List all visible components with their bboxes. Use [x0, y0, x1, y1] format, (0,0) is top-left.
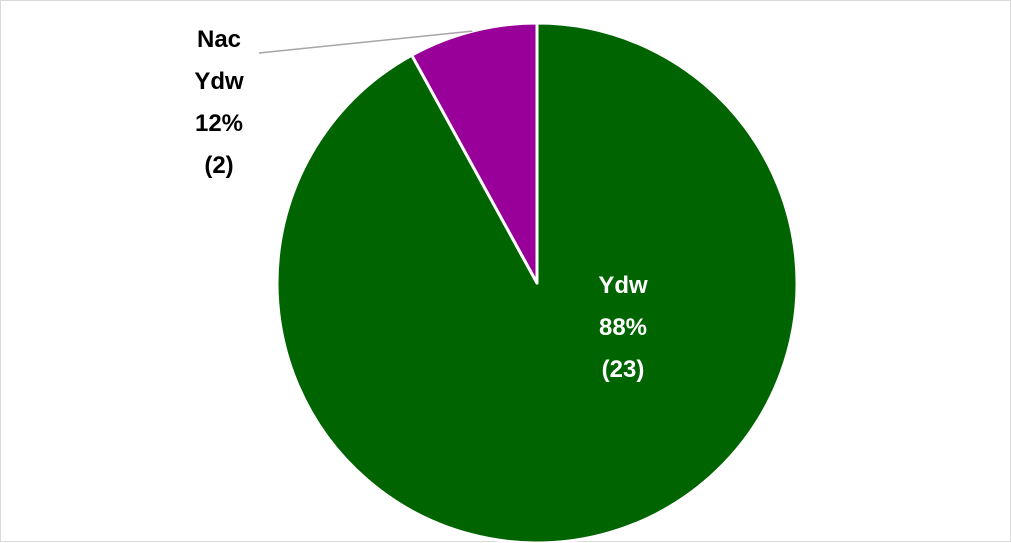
slice-label-1-name-a: Nac	[197, 26, 241, 53]
slice-label-0-name: Ydw	[598, 272, 648, 299]
slice-label-1-percent: 12%	[195, 110, 243, 137]
slice-label-1-count: (2)	[204, 152, 233, 179]
slice-label-0: Ydw 88% (23)	[598, 272, 648, 383]
leader-line	[258, 30, 473, 54]
slice-label-0-percent: 88%	[599, 314, 647, 341]
slice-label-1: Nac Ydw 12% (2)	[194, 26, 244, 179]
slice-label-1-name-b: Ydw	[194, 68, 244, 95]
slice-label-0-count: (23)	[602, 356, 645, 383]
